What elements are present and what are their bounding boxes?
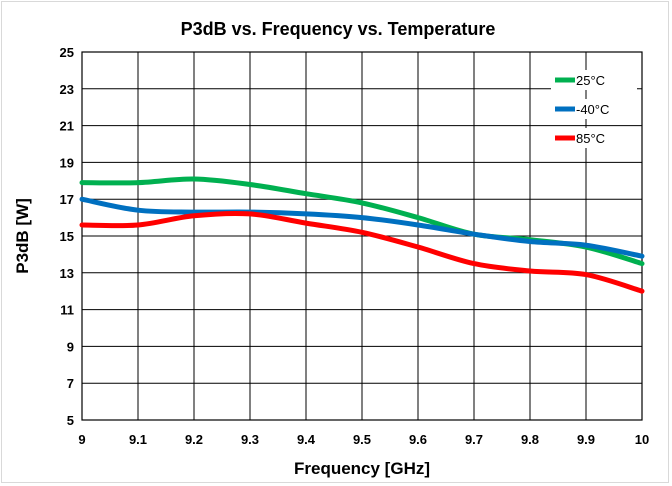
y-tick-label: 23 [60, 82, 74, 97]
y-axis-title: P3dB [W] [13, 198, 32, 274]
legend-item-bg [551, 70, 637, 90]
plot-area: 5 7 9 11 13 15 17 19 21 23 25 9 9.1 9.2 9.3 9.4 9.5 9.6 9.… [60, 45, 650, 447]
x-tick-label: 9.5 [353, 432, 371, 447]
y-tick-label: 21 [60, 119, 74, 134]
y-tick-label: 7 [67, 376, 74, 391]
x-tick-label: 9.3 [241, 432, 259, 447]
y-tick-label: 13 [60, 266, 74, 281]
plot-border [81, 51, 643, 421]
y-tick-label: 9 [67, 339, 74, 354]
x-tick-label: 9.8 [521, 432, 539, 447]
series-group [79, 176, 645, 294]
legend-label: 85°C [576, 131, 605, 146]
x-tick-label: 9.9 [577, 432, 595, 447]
series-line-1 [79, 196, 645, 259]
series-line-2 [79, 210, 645, 294]
y-tick-label: 15 [60, 229, 74, 244]
x-tick-label: 9.7 [465, 432, 483, 447]
y-tick-label: 25 [60, 45, 74, 60]
x-tick-label: 10 [635, 432, 649, 447]
legend: 25°C -40°C 85°C [551, 70, 637, 148]
y-tick-label: 11 [60, 303, 74, 318]
chart-title: P3dB vs. Frequency vs. Temperature [181, 19, 496, 39]
legend-label: -40°C [576, 102, 609, 117]
legend-item-bg [551, 128, 637, 148]
x-tick-label: 9.2 [185, 432, 203, 447]
legend-label: 25°C [576, 73, 605, 88]
x-axis-title: Frequency [GHz] [294, 459, 430, 478]
x-tick-label: 9.6 [409, 432, 427, 447]
x-tick-label: 9.4 [297, 432, 316, 447]
x-tick-label: 9 [78, 432, 85, 447]
y-tick-label: 5 [67, 413, 74, 428]
y-tick-label: 19 [60, 155, 74, 170]
y-tick-label: 17 [60, 192, 74, 207]
legend-item-bg [551, 99, 637, 119]
x-tick-label: 9.1 [129, 432, 147, 447]
